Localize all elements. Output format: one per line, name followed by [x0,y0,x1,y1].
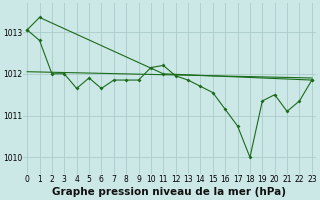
X-axis label: Graphe pression niveau de la mer (hPa): Graphe pression niveau de la mer (hPa) [52,187,286,197]
